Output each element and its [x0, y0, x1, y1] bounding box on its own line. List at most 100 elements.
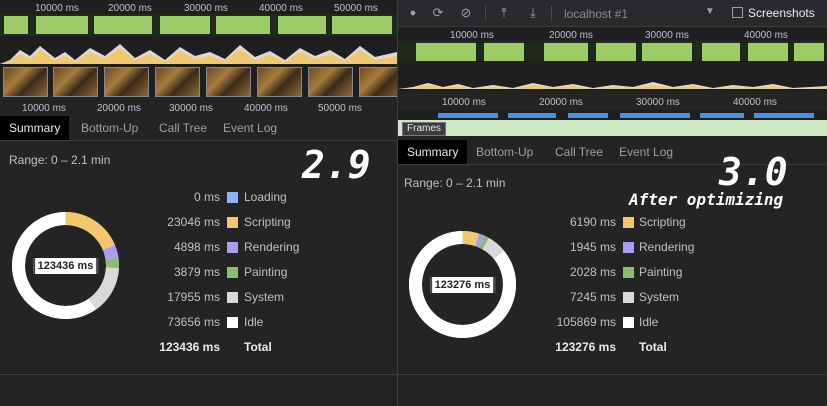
summary-pie-chart: 123276 ms	[406, 228, 519, 341]
legend-row-rendering: 4898 ms Rendering	[0, 240, 397, 256]
left-performance-panel: 10000 ms 20000 ms 30000 ms 40000 ms 5000…	[0, 0, 397, 406]
rendering-swatch	[623, 242, 634, 253]
legend-row-painting: 2028 ms Painting	[398, 265, 827, 281]
tab-bottom-up[interactable]: Bottom-Up	[476, 145, 534, 159]
legend-value: 17955 ms	[167, 290, 220, 304]
version-annotation: 3.0	[719, 150, 788, 194]
legend-row-system: 7245 ms System	[398, 290, 827, 306]
legend-label: Painting	[639, 265, 683, 279]
painting-swatch	[227, 267, 238, 278]
idle-swatch	[227, 317, 238, 328]
system-swatch	[227, 292, 238, 303]
legend-value: 1945 ms	[569, 240, 616, 254]
overview-tick: 10000 ms	[450, 30, 494, 41]
after-optimizing-annotation: After optimizing	[629, 190, 784, 209]
loading-swatch	[227, 192, 238, 203]
overview-ruler: 10000 ms 20000 ms 30000 ms 40000 ms	[398, 29, 827, 43]
screenshot-thumbnail[interactable]	[155, 67, 200, 97]
legend-label: Rendering	[639, 240, 695, 254]
timeline-ruler: 10000 ms 20000 ms 30000 ms 40000 ms 5000…	[0, 102, 397, 116]
ruler-tick: 30000 ms	[169, 103, 213, 114]
version-annotation: 2.9	[302, 143, 371, 187]
frames-track[interactable]: Frames	[398, 120, 827, 136]
legend-row-scripting: 6190 ms Scripting	[398, 215, 827, 231]
reload-icon[interactable]: ⟳	[432, 5, 444, 20]
total-label: Total	[639, 340, 667, 354]
cpu-chart	[398, 82, 827, 89]
legend-row-painting: 3879 ms Painting	[0, 265, 397, 281]
details-tabs: Summary Bottom-Up Call Tree Event Log	[398, 140, 827, 165]
pie-slice-idle	[409, 231, 516, 338]
timeline-overview[interactable]: 10000 ms 20000 ms 30000 ms 40000 ms	[398, 27, 827, 91]
legend-row-total: 123436 ms Total	[0, 340, 397, 356]
overview-tick: 10000 ms	[35, 3, 79, 14]
overview-tick: 40000 ms	[259, 3, 303, 14]
pie-slice-painting	[12, 212, 119, 319]
legend-value: 23046 ms	[167, 215, 220, 229]
summary-pie-chart: 123436 ms	[9, 209, 122, 322]
screenshot-filmstrip[interactable]	[3, 67, 397, 97]
timeline-ruler: 10000 ms 20000 ms 30000 ms 40000 ms	[398, 96, 827, 110]
legend-row-idle: 73656 ms Idle	[0, 315, 397, 331]
ruler-tick: 10000 ms	[442, 97, 486, 108]
pie-slice-idle	[12, 212, 119, 319]
legend-label: System	[244, 290, 285, 304]
overview-tick: 40000 ms	[744, 30, 788, 41]
legend-value: 2028 ms	[569, 265, 616, 279]
legend-value: 0 ms	[193, 190, 220, 204]
tab-summary[interactable]: Summary	[0, 116, 70, 140]
chevron-down-icon[interactable]: ▼	[705, 6, 715, 17]
screenshots-label[interactable]: Screenshots	[748, 6, 815, 20]
painting-swatch	[623, 267, 634, 278]
legend-label: Idle	[244, 315, 264, 329]
legend-value: 4898 ms	[173, 240, 220, 254]
legend-row-loading: 0 ms Loading	[0, 190, 397, 206]
screenshot-thumbnail[interactable]	[104, 67, 149, 97]
toolbar-separator	[485, 6, 486, 20]
screenshots-checkbox[interactable]	[732, 7, 743, 18]
scripting-swatch	[227, 217, 238, 228]
pane-divider	[397, 0, 398, 406]
legend-row-scripting: 23046 ms Scripting	[0, 215, 397, 231]
details-tabs: Summary Bottom-Up Call Tree Event Log	[0, 116, 397, 141]
screenshot-thumbnail[interactable]	[257, 67, 302, 97]
tab-bottom-up[interactable]: Bottom-Up	[81, 121, 139, 135]
drawer-bar	[398, 374, 827, 406]
total-value: 123276 ms	[555, 340, 616, 354]
legend-label: System	[639, 290, 680, 304]
overview-tick: 30000 ms	[645, 30, 689, 41]
legend-label: Rendering	[244, 240, 300, 254]
total-value: 123436 ms	[159, 340, 220, 354]
range-label: Range: 0 – 2.1 min	[9, 153, 111, 167]
legend-label: Idle	[639, 315, 659, 329]
legend-row-rendering: 1945 ms Rendering	[398, 240, 827, 256]
tab-event-log[interactable]: Event Log	[619, 145, 674, 159]
target-select[interactable]: localhost #1	[564, 7, 629, 21]
performance-toolbar: ● ⟳ ⊘ ⤒ ⤓ localhost #1 ▼ Screenshots	[398, 0, 827, 27]
screenshot-thumbnail[interactable]	[206, 67, 251, 97]
scripting-swatch	[623, 217, 634, 228]
tab-call-tree[interactable]: Call Tree	[555, 145, 604, 159]
overview-tick: 20000 ms	[108, 3, 152, 14]
clear-icon[interactable]: ⊘	[460, 5, 472, 20]
drawer-bar	[0, 374, 397, 406]
timeline-overview[interactable]: 10000 ms 20000 ms 30000 ms 40000 ms 5000…	[0, 0, 397, 97]
tab-event-log[interactable]: Event Log	[223, 121, 278, 135]
pie-total-label: 123276 ms	[429, 276, 496, 293]
upload-icon[interactable]: ⤒	[501, 5, 507, 20]
tab-call-tree[interactable]: Call Tree	[159, 121, 208, 135]
screenshot-thumbnail[interactable]	[53, 67, 98, 97]
download-icon[interactable]: ⤓	[530, 5, 536, 20]
screenshot-thumbnail[interactable]	[3, 67, 48, 97]
legend-row-idle: 105869 ms Idle	[398, 315, 827, 331]
tab-summary[interactable]: Summary	[398, 140, 468, 164]
legend-value: 105869 ms	[556, 315, 616, 329]
ruler-tick: 40000 ms	[733, 97, 777, 108]
screenshot-thumbnail[interactable]	[308, 67, 353, 97]
legend-label: Scripting	[244, 215, 291, 229]
main-thread-flame[interactable]	[398, 110, 827, 120]
record-icon[interactable]: ●	[409, 7, 417, 19]
range-label: Range: 0 – 2.1 min	[404, 176, 506, 190]
screenshot-thumbnail[interactable]	[359, 67, 397, 97]
legend-value: 6190 ms	[569, 215, 616, 229]
